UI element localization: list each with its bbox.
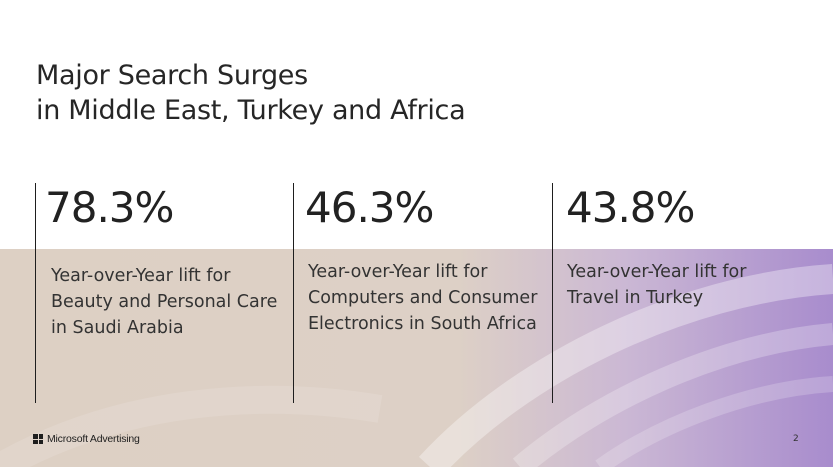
- background-band: [0, 249, 833, 467]
- footer-brand-text: Microsoft Advertising: [47, 433, 140, 445]
- stat-value-1: 78.3%: [45, 183, 174, 232]
- title-line-1: Major Search Surges: [36, 60, 308, 91]
- stat-description-2: Year-over-Year lift for Computers and Co…: [308, 262, 538, 334]
- background-waves: [0, 264, 833, 467]
- stat-divider-1: [35, 183, 36, 403]
- stat-divider-2: [293, 183, 294, 403]
- microsoft-logo-icon: [33, 434, 43, 444]
- stat-description-3: Year-over-Year lift for Travel in Turkey: [567, 262, 747, 308]
- page-title: Major Search Surges in Middle East, Turk…: [36, 58, 466, 128]
- stat-divider-3: [552, 183, 553, 403]
- stat-value-2: 46.3%: [305, 183, 434, 232]
- title-line-2: in Middle East, Turkey and Africa: [36, 95, 466, 126]
- page-number: 2: [793, 434, 799, 444]
- footer-brand: Microsoft Advertising: [33, 433, 140, 445]
- stat-description-1: Year-over-Year lift for Beauty and Perso…: [51, 266, 278, 338]
- stat-value-3: 43.8%: [566, 183, 695, 232]
